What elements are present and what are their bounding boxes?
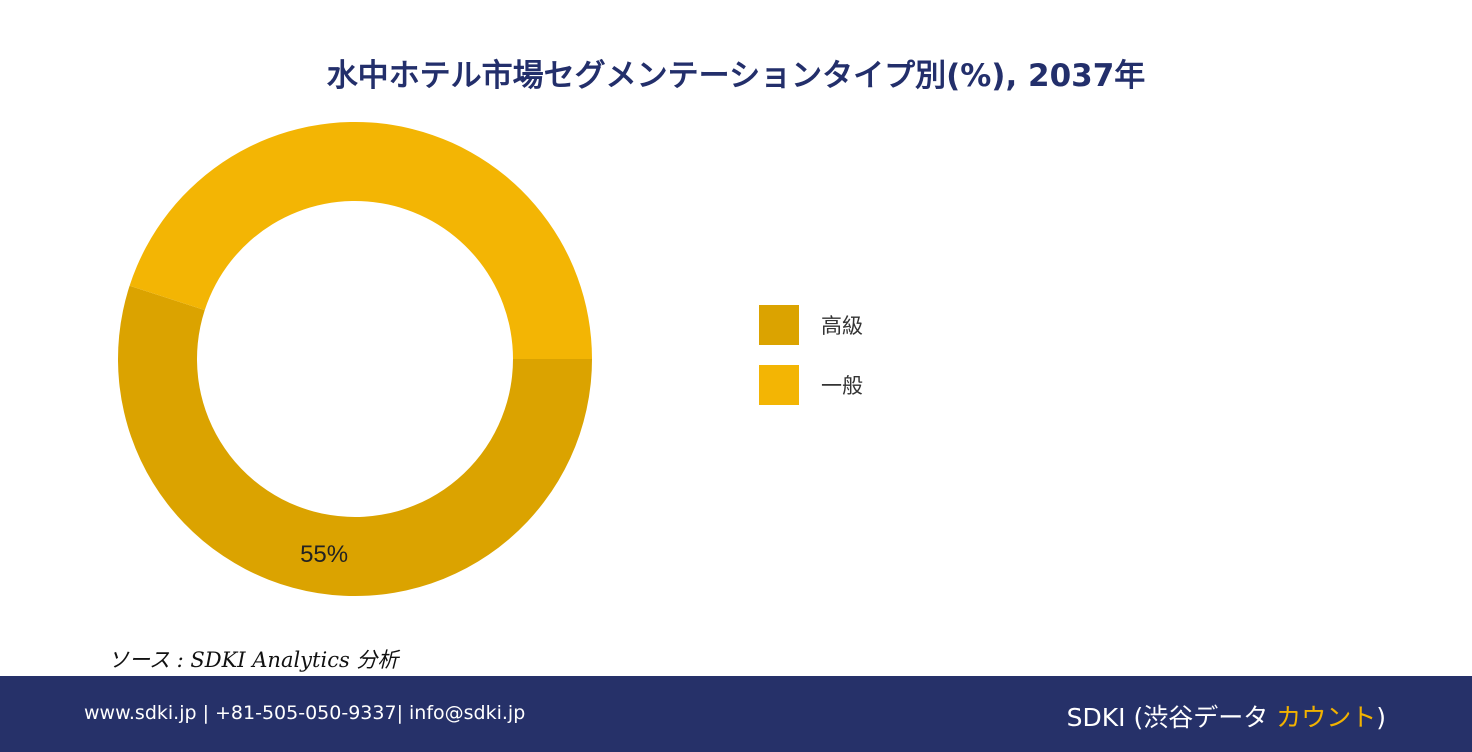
legend-item-luxury: 高級: [759, 305, 863, 345]
data-label-0: 55%: [300, 541, 348, 568]
brand-suffix: ): [1376, 703, 1386, 732]
legend-swatch-luxury: [759, 305, 799, 345]
legend: 高級 一般: [759, 305, 863, 425]
brand-accent: カウント: [1276, 703, 1377, 732]
legend-item-general: 一般: [759, 365, 863, 405]
source-note: ソース : SDKI Analytics 分析: [108, 648, 399, 672]
legend-label-luxury: 高級: [821, 314, 863, 338]
footer-bar: www.sdki.jp | +81-505-050-9337| info@sdk…: [0, 676, 1472, 752]
chart-title: 水中ホテル市場セグメンテーションタイプ別(%), 2037年: [326, 58, 1146, 94]
donut-slice-0: [117, 285, 592, 596]
donut-slice-1: [129, 122, 592, 359]
footer-brand-logo: SDKI (渋谷データ カウント): [1067, 698, 1386, 734]
footer-contact: www.sdki.jp | +81-505-050-9337| info@sdk…: [84, 702, 526, 724]
legend-swatch-general: [759, 365, 799, 405]
donut-chart: 55%: [117, 122, 592, 596]
legend-label-general: 一般: [821, 374, 863, 398]
brand-prefix: SDKI (渋谷データ: [1066, 703, 1277, 732]
